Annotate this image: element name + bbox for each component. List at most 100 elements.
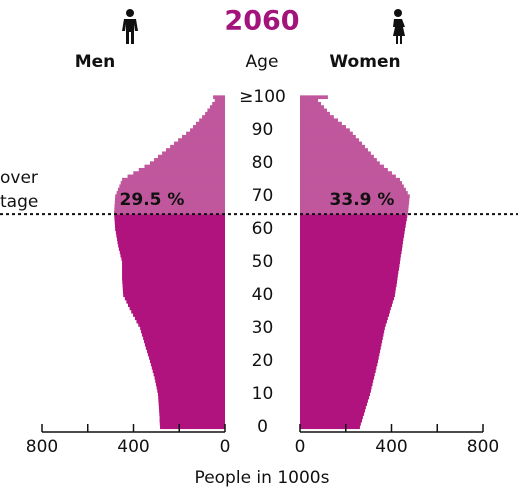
bar: [150, 362, 225, 367]
bar: [300, 230, 405, 235]
bar: [300, 349, 381, 354]
bar: [300, 306, 391, 311]
bar: [128, 303, 225, 307]
bar: [144, 342, 225, 347]
bar: [213, 95, 225, 100]
bar: [143, 336, 225, 340]
bar: [300, 243, 403, 248]
y-tick-label: 30: [252, 318, 274, 338]
bar: [300, 148, 368, 152]
annotation: over: [0, 168, 38, 188]
bar: [117, 187, 225, 192]
bar: [158, 395, 225, 400]
y-tick-label: 60: [252, 219, 274, 239]
bar: [300, 237, 404, 241]
bar: [300, 118, 338, 123]
bar: [133, 313, 225, 317]
bar: [300, 247, 403, 251]
bar: [300, 303, 392, 307]
bar: [300, 214, 408, 218]
bar: [122, 280, 225, 284]
bar: [114, 200, 225, 205]
bar: [300, 346, 381, 350]
bar: [159, 408, 225, 413]
bar: [165, 148, 225, 152]
bar: [300, 339, 383, 344]
bar: [300, 382, 373, 387]
bar: [300, 329, 385, 334]
bar: [170, 144, 225, 149]
bar: [120, 253, 225, 258]
bar: [114, 214, 225, 218]
bar: [157, 392, 225, 397]
bar: [300, 359, 379, 364]
bar: [300, 313, 389, 317]
bar: [300, 161, 380, 166]
bar: [300, 296, 395, 301]
bar: [122, 270, 225, 274]
bar: [300, 299, 393, 304]
bar: [300, 108, 327, 113]
bar: [300, 422, 361, 426]
bar: [192, 125, 225, 129]
bar: [145, 346, 225, 350]
bar: [154, 158, 225, 162]
bar: [300, 260, 400, 265]
bar: [114, 220, 225, 225]
bar: [186, 131, 225, 136]
bar: [114, 197, 225, 202]
bar: [126, 299, 225, 304]
bar: [115, 227, 225, 232]
bar: [300, 276, 398, 281]
man-icon: [122, 9, 138, 44]
bar: [300, 141, 362, 146]
bar: [122, 276, 225, 281]
bar: [300, 379, 374, 383]
bar: [152, 369, 225, 373]
bar: [300, 352, 380, 357]
bar: [149, 161, 225, 166]
bar: [300, 415, 363, 420]
bar: [124, 296, 225, 301]
bar: [157, 389, 225, 393]
bar: [300, 290, 396, 294]
bar: [212, 101, 225, 106]
y-tick-label: 0: [257, 417, 268, 437]
bar: [300, 405, 366, 410]
bar: [300, 263, 400, 268]
bar: [300, 319, 387, 324]
age-label: Age: [246, 52, 279, 72]
annotation: tage: [0, 192, 38, 212]
bar: [207, 108, 225, 113]
bar: [300, 332, 384, 337]
bar: [300, 392, 370, 397]
bar: [141, 329, 225, 334]
bar: [300, 398, 368, 403]
bar: [117, 237, 225, 241]
legend-label: Men: [75, 52, 116, 72]
bar: [300, 131, 353, 136]
x-tick-label: 0: [220, 437, 231, 457]
bar: [157, 154, 225, 159]
y-tick-label: 50: [252, 252, 274, 272]
bar: [195, 121, 225, 126]
bar: [300, 187, 406, 192]
bar: [300, 181, 403, 185]
y-tick-label: 90: [252, 120, 274, 140]
bar: [159, 412, 225, 416]
bar: [118, 247, 225, 251]
bar: [160, 425, 225, 430]
bar: [300, 167, 388, 172]
bar: [158, 405, 225, 410]
bar: [155, 382, 225, 387]
bar: [151, 365, 225, 370]
bar: [300, 418, 362, 423]
bar: [300, 98, 319, 103]
bar: [114, 207, 225, 212]
bar: [121, 257, 225, 261]
bar: [300, 233, 405, 238]
bar: [138, 167, 225, 172]
bar: [300, 389, 371, 393]
bar: [122, 263, 225, 268]
bar: [122, 286, 225, 291]
